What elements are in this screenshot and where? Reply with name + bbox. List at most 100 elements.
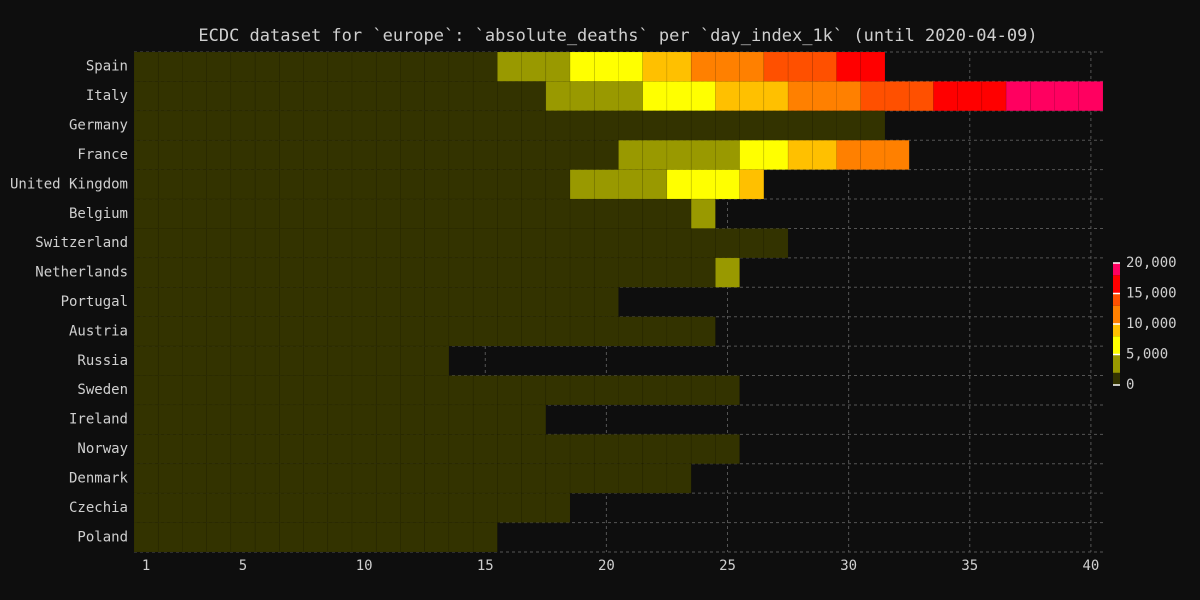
heatmap-cell [182, 198, 207, 229]
heatmap-cell [424, 51, 450, 82]
heatmap-cell [472, 81, 498, 112]
heatmap-cell [351, 463, 377, 494]
heatmap-cell [811, 51, 837, 82]
heatmap-cell [472, 228, 498, 259]
heatmap-cell [836, 81, 862, 112]
heatmap-cell [666, 110, 692, 141]
y-tick-label: Netherlands [35, 265, 128, 281]
heatmap-cell [690, 434, 716, 465]
heatmap-cell [279, 286, 304, 318]
heatmap-cell [133, 228, 159, 259]
heatmap-cell [157, 345, 183, 376]
heatmap-cell [400, 316, 426, 347]
heatmap-cell [448, 51, 474, 82]
y-tick-label: Russia [77, 353, 128, 369]
heatmap-cell [279, 228, 304, 259]
heatmap-cell [424, 228, 450, 259]
heatmap-cell [448, 463, 474, 494]
heatmap-cell [279, 345, 304, 376]
heatmap-cell [1054, 81, 1080, 112]
heatmap-cell [448, 81, 474, 112]
colorbar-tick-label: 20,000 [1126, 255, 1177, 271]
heatmap-cell [472, 257, 498, 288]
heatmap-cell [593, 463, 619, 494]
heatmap-cell [375, 198, 401, 229]
heatmap-cell [545, 257, 571, 288]
heatmap-cell [182, 522, 207, 553]
heatmap-cell [230, 345, 256, 376]
heatmap-cell [787, 81, 813, 112]
heatmap-cell [690, 375, 716, 406]
heatmap-cell [254, 463, 280, 494]
heatmap-cell [279, 139, 304, 170]
heatmap-cell [230, 51, 256, 82]
heatmap-cell [424, 198, 450, 229]
heatmap-cell [545, 492, 571, 523]
heatmap-cell [811, 139, 837, 170]
heatmap-cell [351, 169, 377, 200]
heatmap-cell [157, 81, 183, 112]
heatmap-cell [303, 228, 329, 259]
y-tick-label: United Kingdom [10, 176, 128, 192]
heatmap-cell [206, 228, 232, 259]
heatmap-cell [739, 51, 765, 82]
heatmap-cell [642, 375, 668, 406]
heatmap-cell [303, 257, 329, 288]
heatmap-cell [472, 51, 498, 82]
y-tick-label: Denmark [69, 470, 129, 486]
heatmap-cell [133, 345, 159, 376]
heatmap-cell [497, 316, 522, 347]
heatmap-cell [472, 404, 498, 435]
y-tick-label: Portugal [61, 294, 128, 310]
heatmap-cell [182, 257, 207, 288]
heatmap-cell [279, 51, 304, 82]
heatmap-cell [424, 404, 450, 435]
heatmap-cell [254, 228, 280, 259]
heatmap-cell [666, 198, 692, 229]
heatmap-cell [133, 492, 159, 523]
y-tick-label: Austria [69, 323, 128, 339]
heatmap-cell [497, 257, 522, 288]
heatmap-cell [424, 316, 450, 347]
heatmap-cell [133, 316, 159, 347]
heatmap-cell [400, 434, 426, 465]
heatmap-cell [351, 81, 377, 112]
heatmap-cell [230, 404, 256, 435]
heatmap-cell [763, 139, 789, 170]
y-tick-label: Germany [69, 118, 128, 134]
heatmap-cell [375, 81, 401, 112]
heatmap-cell [690, 139, 716, 170]
heatmap-cell [618, 51, 644, 82]
heatmap-cell [157, 257, 183, 288]
heatmap-cell [375, 316, 401, 347]
heatmap-cell [133, 81, 159, 112]
heatmap-cell [1030, 81, 1055, 112]
heatmap-cell [739, 139, 765, 170]
heatmap-cell [545, 463, 571, 494]
heatmap-cell [472, 522, 498, 553]
heatmap-cell [569, 286, 595, 318]
heatmap-cell [230, 522, 256, 553]
heatmap-cell [133, 434, 159, 465]
heatmap-cell [521, 198, 547, 229]
heatmap-cell [545, 169, 571, 200]
heatmap-cell [642, 434, 668, 465]
heatmap-cell [593, 434, 619, 465]
heatmap-cell [666, 81, 692, 112]
heatmap-cell [254, 316, 280, 347]
heatmap-cell [545, 375, 571, 406]
heatmap-cell [569, 228, 595, 259]
colorbar-tick-label: 15,000 [1126, 286, 1177, 302]
heatmap-cell [448, 286, 474, 318]
heatmap-cell [569, 463, 595, 494]
heatmap-cell [133, 404, 159, 435]
heatmap-cell [618, 257, 644, 288]
heatmap-cell [642, 198, 668, 229]
heatmap-cell [618, 81, 644, 112]
heatmap-cell [327, 434, 353, 465]
heatmap-cell [763, 110, 789, 141]
heatmap-cell [472, 110, 498, 141]
heatmap-cell [497, 51, 522, 82]
heatmap-cell [254, 169, 280, 200]
